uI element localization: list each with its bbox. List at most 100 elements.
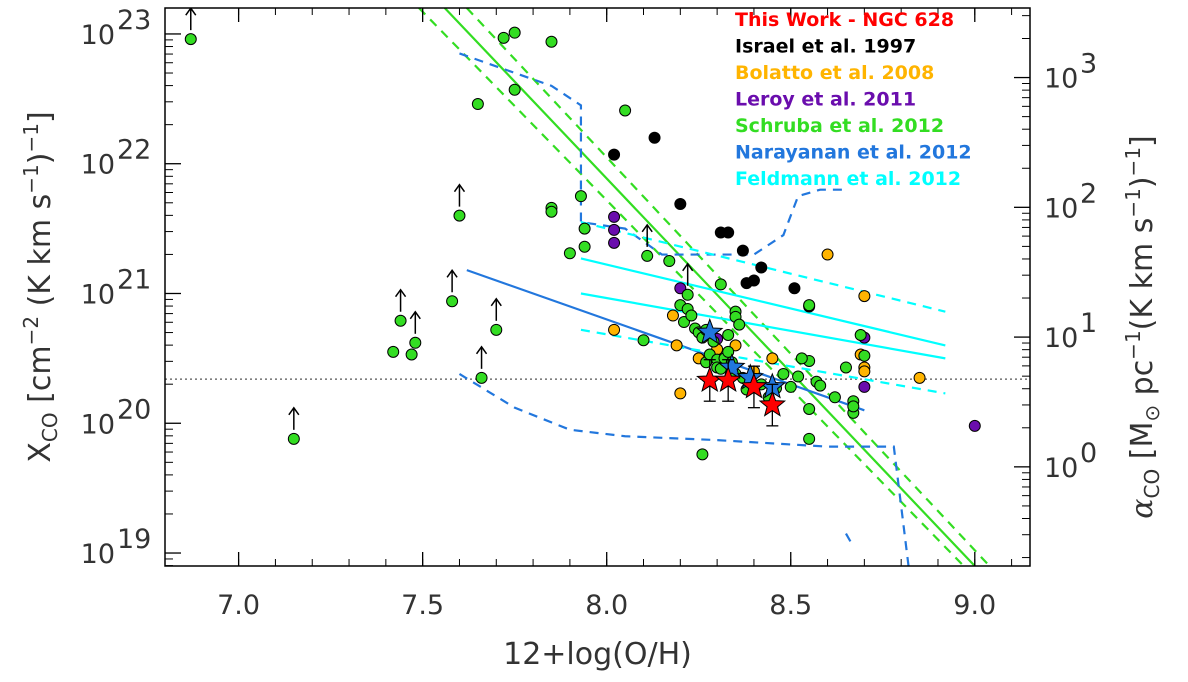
upper-limit-arrow-7 (490, 297, 502, 321)
upper-limit-arrow-6 (475, 345, 488, 369)
data-point (714, 278, 727, 291)
data-point (968, 419, 981, 432)
data-point (733, 318, 746, 331)
star-point (758, 390, 787, 417)
y-tick-exponent: 19 (117, 524, 151, 555)
x-tick-label: 8.5 (769, 590, 812, 621)
data-point (563, 247, 576, 260)
data-point (490, 323, 503, 336)
data-point (736, 244, 749, 257)
y2-tick-label: 10 (1044, 193, 1078, 224)
model-line-0 (443, 8, 976, 566)
data-point (858, 365, 871, 378)
upper-limit-arrow-9 (682, 262, 694, 286)
data-point (685, 309, 698, 322)
data-point (608, 236, 621, 249)
y-tick-label: 10 (81, 150, 115, 181)
legend-entry: Bolatto et al. 2008 (735, 62, 934, 84)
legend-entry: Schruba et al. 2012 (735, 115, 944, 137)
data-point (641, 249, 654, 262)
data-point (608, 223, 621, 236)
y-tick-label: 10 (81, 539, 115, 570)
x-tick-label: 8.0 (585, 590, 628, 621)
data-point (287, 432, 300, 445)
data-point (608, 148, 621, 161)
upper-limit-arrow-3 (409, 310, 421, 334)
star-point (696, 317, 724, 345)
data-point (545, 205, 558, 218)
series-this-work-ngc-628 (696, 359, 787, 427)
upper-limit-arrow-8 (641, 223, 653, 247)
data-point (803, 299, 816, 312)
data-point (803, 402, 816, 415)
y2-tick-label: 10 (1044, 64, 1078, 95)
data-point (387, 345, 400, 358)
data-point (755, 261, 768, 274)
data-point (578, 240, 591, 253)
data-point (828, 391, 841, 404)
data-point (696, 448, 709, 461)
data-point (839, 361, 852, 374)
data-point (637, 334, 650, 347)
data-point (619, 104, 632, 117)
plot-area (165, 8, 1030, 566)
data-point (648, 131, 661, 144)
data-point (497, 31, 510, 44)
y2-tick-label: 10 (1044, 453, 1078, 484)
data-point (446, 295, 459, 308)
data-point (508, 26, 521, 39)
plot-frame (164, 7, 1031, 567)
y-tick-exponent: 23 (117, 5, 151, 36)
y2-tick-exponent: 2 (1080, 178, 1097, 209)
model-line-4 (459, 52, 846, 256)
data-point (681, 288, 694, 301)
data-point (578, 222, 591, 235)
y2-axis-title: αCO [M⊙ pc−1(K km s−1)−1] (1121, 135, 1164, 519)
star-point (714, 365, 742, 393)
y2-tick-exponent: 1 (1080, 308, 1097, 339)
upper-limit-arrow-4 (446, 268, 458, 293)
x-tick-label: 9.0 (953, 590, 996, 621)
data-point (508, 83, 521, 96)
upper-limit-arrow-0 (185, 8, 197, 31)
data-point (471, 98, 484, 111)
data-point (784, 380, 797, 393)
data-point (453, 209, 466, 222)
upper-limit-arrow-5 (453, 183, 466, 207)
data-point (670, 339, 683, 352)
data-point (854, 329, 867, 342)
data-point (674, 387, 687, 400)
model-line-7 (580, 257, 946, 347)
y-tick-label: 10 (81, 409, 115, 440)
data-point (394, 314, 407, 327)
model-line-10 (580, 328, 946, 395)
x-tick-label: 7.5 (401, 590, 444, 621)
model-line-3 (466, 269, 865, 412)
data-point (788, 282, 801, 295)
y-tick-label: 10 (81, 20, 115, 51)
data-point (803, 432, 816, 445)
data-point (663, 255, 676, 268)
data-point (792, 370, 805, 383)
y2-tick-exponent: 0 (1080, 438, 1097, 469)
data-point (858, 290, 871, 303)
y-tick-label: 10 (81, 279, 115, 310)
model-line-8 (580, 292, 946, 360)
data-point (722, 329, 735, 342)
data-point (858, 380, 871, 393)
star-point (718, 353, 746, 380)
data-point (847, 400, 860, 413)
data-point (475, 371, 488, 384)
legend: This Work - NGC 628 Israel et al. 1997 Bol… (735, 9, 972, 190)
data-point (608, 323, 621, 336)
model-line-6 (845, 533, 855, 548)
x-axis-title: 12+log(O/H) (503, 637, 692, 672)
y2-tick-label: 10 (1044, 323, 1078, 354)
data-point (674, 197, 687, 210)
data-point (409, 336, 422, 349)
star-point (740, 372, 768, 399)
data-point (405, 348, 418, 361)
plot-content (165, 8, 1030, 566)
